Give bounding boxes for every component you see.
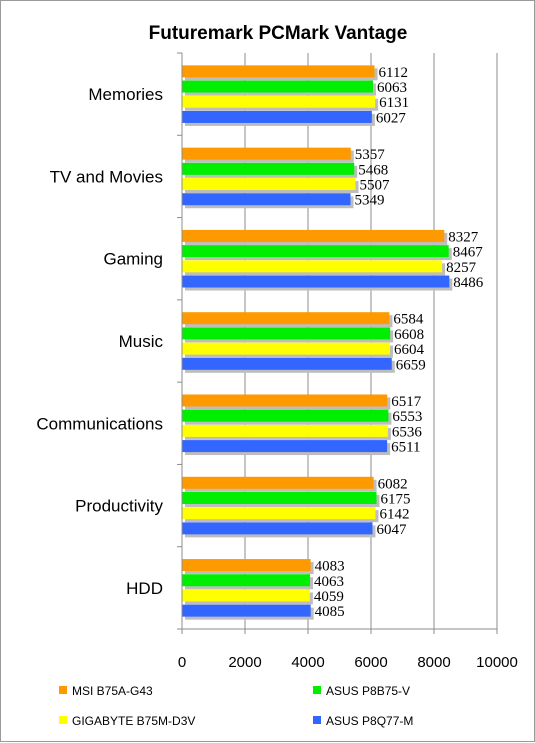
legend-swatch	[313, 686, 321, 694]
bar	[182, 409, 389, 422]
bar	[182, 229, 445, 242]
legend: MSI B75A-G43 ASUS P8B75-V GIGABYTE B75M-D3…	[59, 684, 413, 728]
bar	[182, 147, 351, 160]
data-label: 6131	[379, 95, 409, 111]
data-label: 6553	[392, 409, 422, 425]
data-label: 5468	[358, 162, 388, 178]
bar	[182, 424, 388, 437]
bar	[182, 162, 355, 175]
data-label: 6082	[378, 476, 408, 492]
category-label: Productivity	[75, 497, 163, 516]
data-label: 4083	[315, 559, 345, 575]
bar	[182, 193, 351, 206]
bar	[182, 559, 311, 572]
data-label: 6604	[394, 342, 425, 358]
data-label: 5349	[354, 193, 384, 209]
x-tick-label: 2000	[228, 654, 261, 671]
x-tick-label: 6000	[354, 654, 387, 671]
data-label: 6659	[396, 357, 426, 373]
data-label: 6063	[377, 80, 407, 96]
bar	[182, 394, 388, 407]
data-label: 8467	[453, 245, 484, 261]
bar	[182, 260, 443, 273]
data-label: 6536	[392, 424, 423, 440]
legend-label: ASUS P8Q77-M	[326, 714, 413, 728]
data-label: 6112	[379, 65, 408, 81]
category-label: Memories	[88, 85, 163, 104]
data-label: 6608	[394, 327, 424, 343]
data-label: 6142	[379, 507, 409, 523]
data-label: 6511	[391, 440, 420, 456]
data-label: 6517	[391, 394, 422, 410]
bar	[182, 65, 375, 78]
data-label: 8327	[448, 229, 479, 245]
data-label: 4063	[314, 574, 344, 590]
bar	[182, 604, 311, 617]
bar	[182, 327, 391, 340]
chart-title: Futuremark PCMark Vantage	[149, 23, 408, 44]
data-label: 8257	[446, 260, 477, 276]
legend-label: MSI B75A-G43	[72, 684, 153, 698]
bar	[182, 95, 376, 108]
bar	[182, 312, 390, 325]
data-label: 6175	[381, 491, 411, 507]
data-label: 4085	[315, 604, 345, 620]
bar	[182, 178, 356, 191]
bar	[182, 507, 376, 520]
labels: Memories TV and Movies Gaming Music Communic…	[36, 65, 483, 620]
data-label: 8486	[453, 275, 484, 291]
legend-swatch	[59, 686, 67, 694]
bar	[182, 589, 310, 602]
axes: 0 2000 4000 6000 8000 10000	[177, 52, 518, 671]
x-tick-label: 0	[178, 654, 186, 671]
data-label: 5357	[355, 147, 386, 163]
bar	[182, 522, 373, 535]
category-label: TV and Movies	[50, 167, 163, 186]
data-label: 6027	[376, 110, 407, 126]
x-tick-label: 10000	[476, 654, 518, 671]
data-label: 5507	[359, 178, 390, 194]
bar	[182, 275, 450, 288]
bar	[182, 245, 449, 258]
x-tick-label: 4000	[291, 654, 324, 671]
bar	[182, 476, 374, 489]
category-label: HDD	[126, 579, 163, 598]
bar	[182, 440, 388, 453]
bars	[182, 65, 453, 620]
bar	[182, 110, 372, 123]
legend-label: GIGABYTE B75M-D3V	[72, 714, 195, 728]
category-label: Gaming	[103, 250, 163, 269]
data-label: 6584	[393, 312, 424, 328]
data-label: 4059	[314, 589, 344, 605]
legend-label: ASUS P8B75-V	[326, 684, 410, 698]
bar	[182, 491, 377, 504]
bar	[182, 574, 310, 587]
data-label: 6047	[376, 522, 407, 538]
category-label: Communications	[36, 414, 163, 433]
x-tick-label: 8000	[417, 654, 450, 671]
category-label: Music	[119, 332, 164, 351]
legend-swatch	[59, 716, 67, 724]
bar	[182, 357, 392, 370]
legend-swatch	[313, 716, 321, 724]
bar	[182, 342, 391, 355]
bar	[182, 80, 373, 93]
